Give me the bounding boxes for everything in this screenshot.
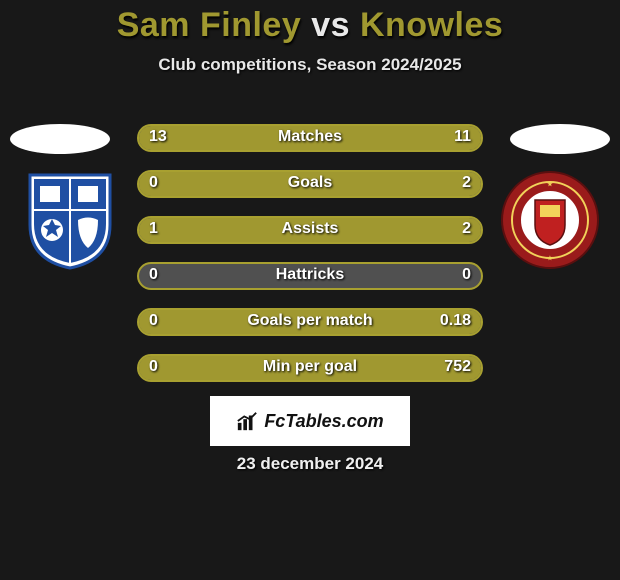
stat-label: Goals per match — [137, 308, 483, 336]
date: 23 december 2024 — [0, 454, 620, 474]
stat-label: Min per goal — [137, 354, 483, 382]
title-player2: Knowles — [360, 6, 503, 44]
subtitle: Club competitions, Season 2024/2025 — [0, 55, 620, 75]
title-vs: vs — [311, 6, 350, 44]
player1-platform-oval — [10, 124, 110, 154]
stat-label: Hattricks — [137, 262, 483, 290]
stats-bars: 1311Matches 02Goals 12Assists 00Hattricks 00… — [137, 124, 483, 400]
svg-text:★: ★ — [547, 255, 553, 262]
tranmere-crest-icon — [20, 170, 120, 270]
title-player1: Sam Finley — [117, 6, 302, 44]
stat-row: 12Assists — [137, 216, 483, 244]
stat-label: Matches — [137, 124, 483, 152]
player2-platform-oval — [510, 124, 610, 154]
stat-row: 0752Min per goal — [137, 354, 483, 382]
svg-text:★: ★ — [547, 181, 553, 188]
stat-label: Assists — [137, 216, 483, 244]
stat-row: 1311Matches — [137, 124, 483, 152]
stat-row: 02Goals — [137, 170, 483, 198]
accrington-crest-icon: ★ ★ — [500, 170, 600, 270]
watermark: FcTables.com — [210, 396, 410, 446]
watermark-text: FcTables.com — [264, 411, 383, 432]
player2-crest: ★ ★ — [500, 170, 600, 270]
stat-row: 00Hattricks — [137, 262, 483, 290]
fctables-logo-icon — [236, 410, 258, 432]
stat-row: 00.18Goals per match — [137, 308, 483, 336]
stat-label: Goals — [137, 170, 483, 198]
title: Sam Finley vs Knowles — [0, 6, 620, 45]
player1-crest — [20, 170, 120, 270]
